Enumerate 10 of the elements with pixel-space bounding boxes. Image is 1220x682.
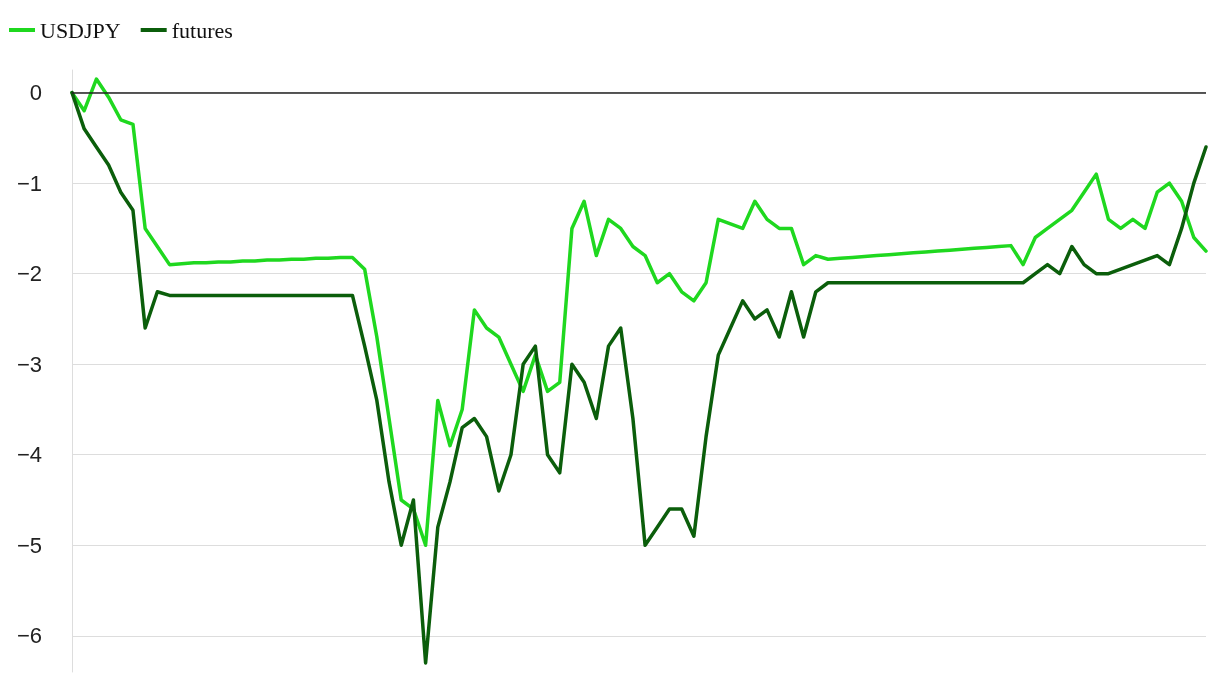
y-tick-label: −4 (16, 442, 42, 468)
y-tick-label: −3 (16, 351, 42, 377)
line-series (70, 90, 1208, 665)
y-tick-label: −6 (16, 623, 42, 649)
y-tick-label: −1 (16, 170, 42, 196)
y-tick-label: 0 (29, 80, 42, 106)
y-tick-label: −5 (16, 532, 42, 558)
y-tick-label: −2 (16, 261, 42, 287)
legend-label: futures (171, 17, 233, 43)
legend-label: USDJPY (40, 17, 121, 43)
